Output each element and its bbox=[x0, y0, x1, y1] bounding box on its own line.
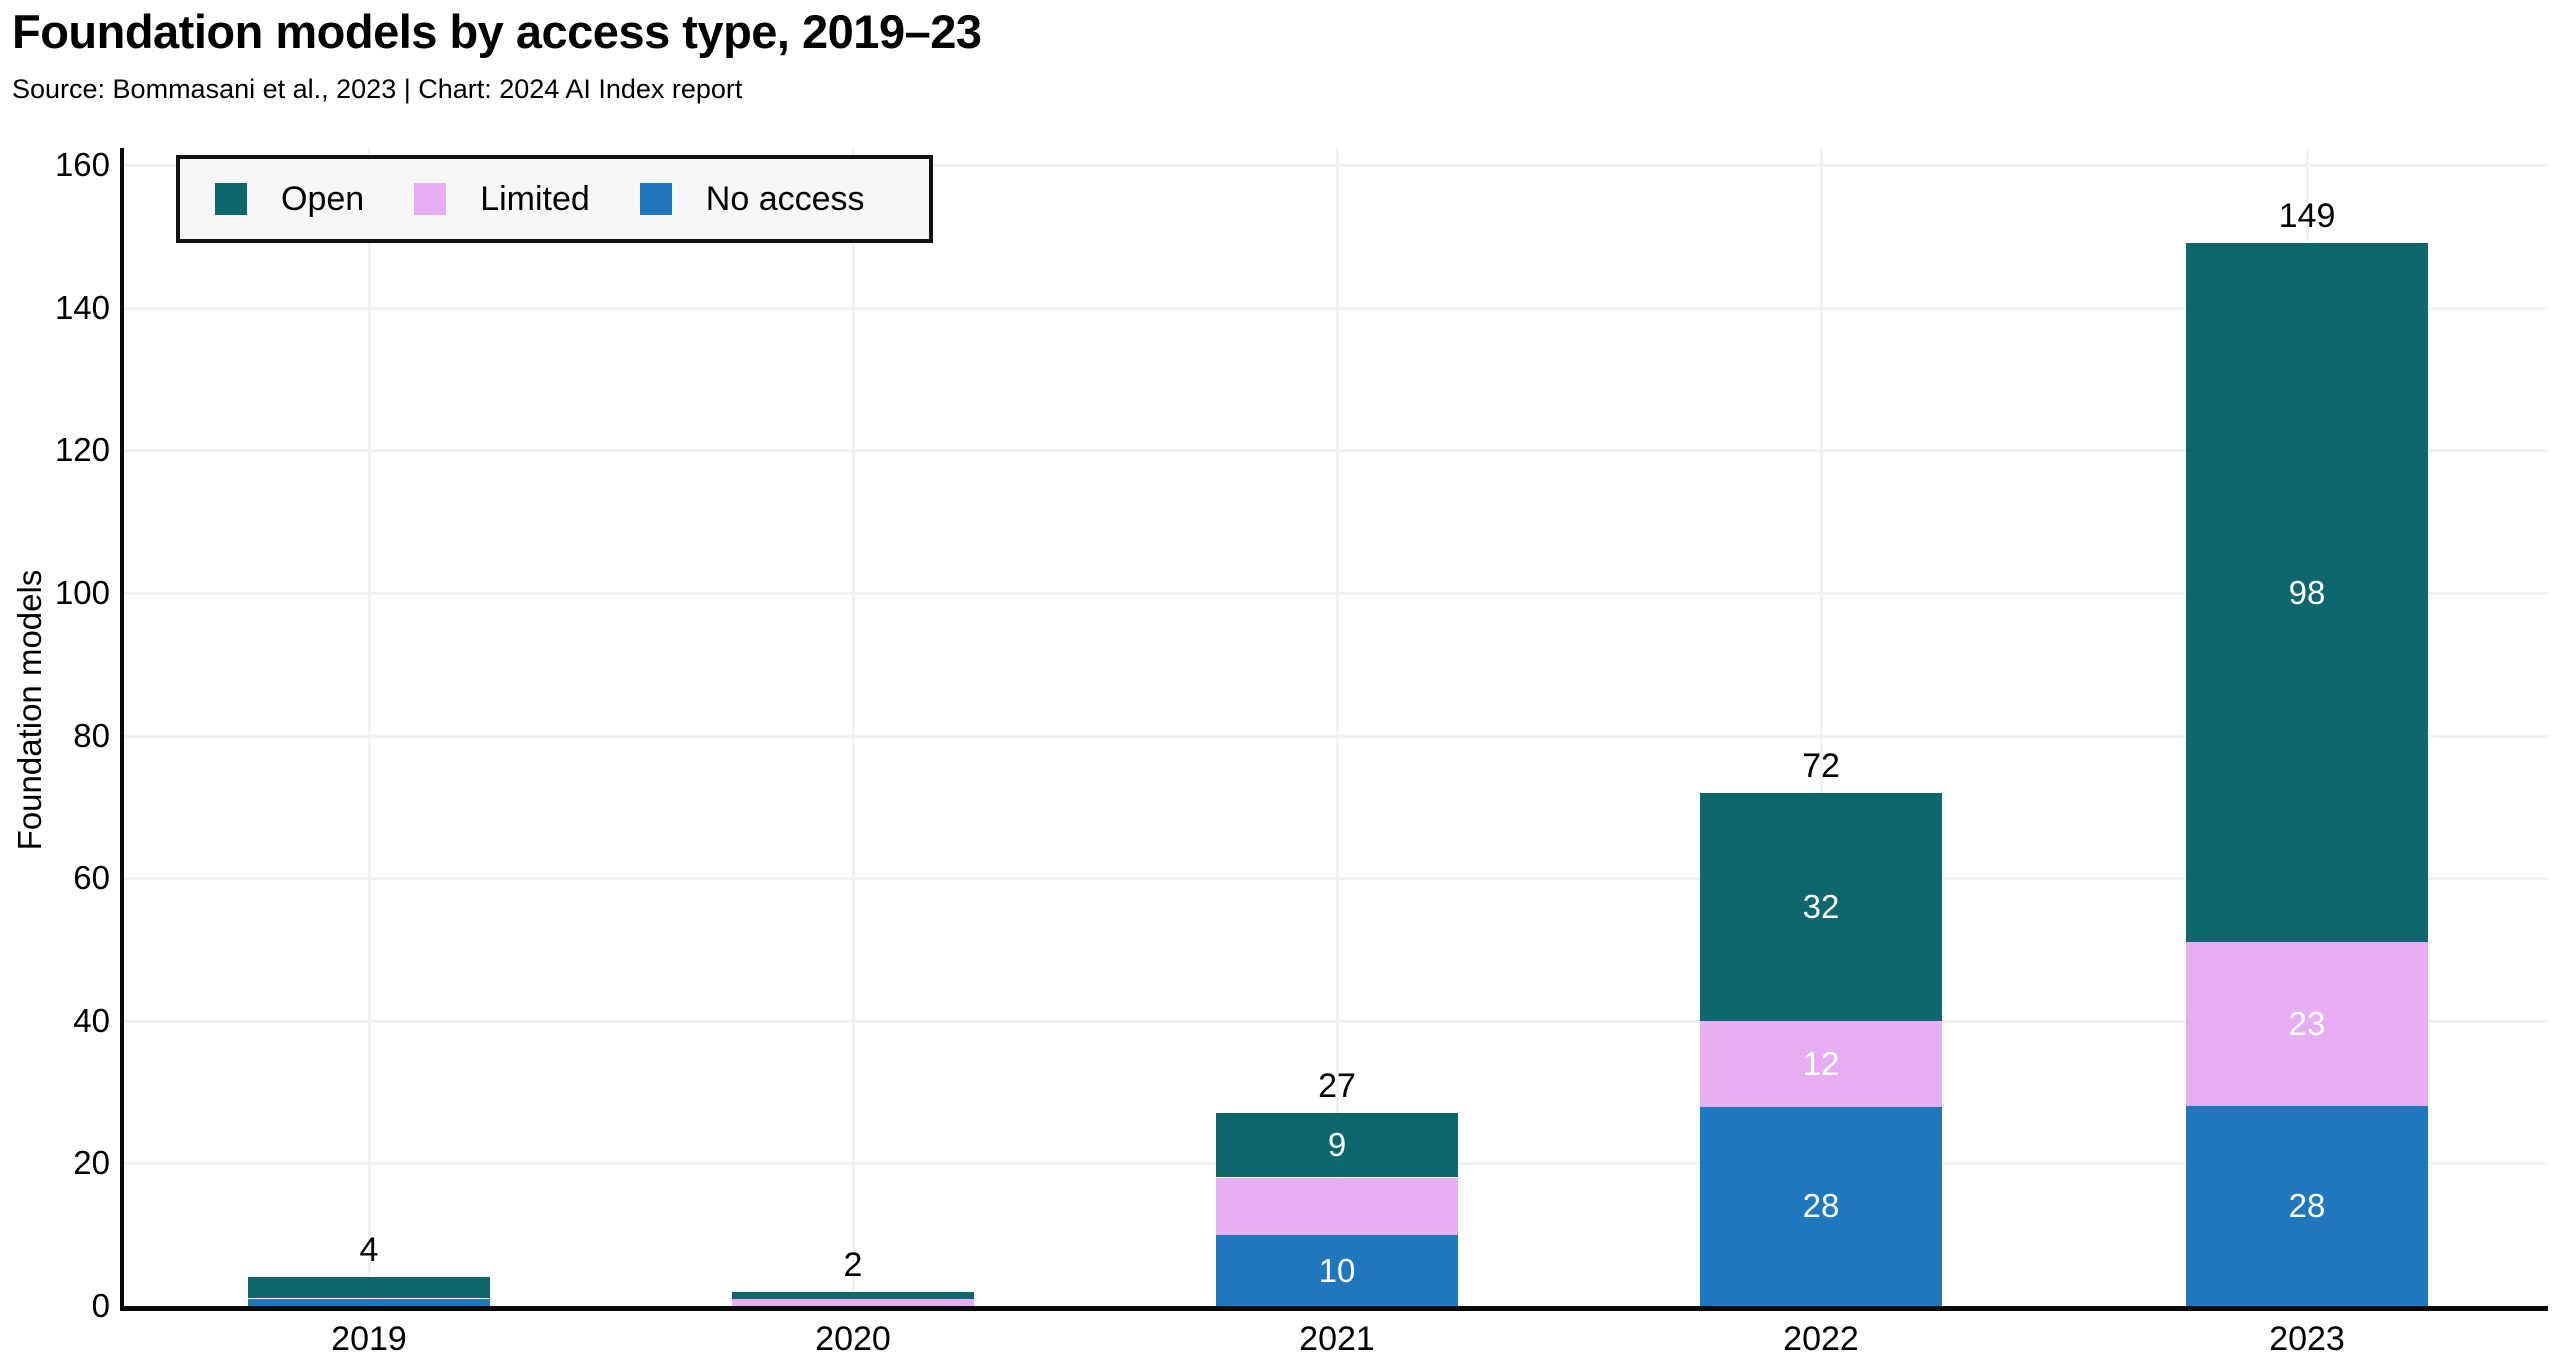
bar-segment-open-2022: 32 bbox=[1700, 793, 1942, 1021]
legend-item-no-access: No access bbox=[639, 179, 865, 219]
bar-segment-open-2023: 98 bbox=[2186, 243, 2428, 942]
bar-segment-limited-2023: 23 bbox=[2186, 942, 2428, 1106]
bar-segment-open-2020 bbox=[732, 1292, 974, 1299]
y-tick-label-100: 100 bbox=[54, 574, 110, 611]
no-access-swatch-icon bbox=[639, 183, 672, 215]
x-tick-label-2020: 2020 bbox=[815, 1320, 891, 1358]
y-axis-title: Foundation models bbox=[11, 569, 48, 851]
segment-label: 28 bbox=[1802, 1187, 1840, 1224]
bar-segment-limited-2022: 12 bbox=[1700, 1021, 1942, 1107]
y-tick-label-120: 120 bbox=[54, 431, 110, 468]
open-swatch-icon bbox=[215, 183, 247, 215]
x-tick-label-2022: 2022 bbox=[1783, 1320, 1859, 1358]
chart-title: Foundation models by access type, 2019–2… bbox=[12, 5, 982, 58]
legend-label-limited: Limited bbox=[480, 179, 590, 218]
bar-segment-limited-2020 bbox=[732, 1299, 974, 1306]
x-tick-label-2019: 2019 bbox=[331, 1320, 407, 1358]
legend-item-open: Open bbox=[215, 180, 364, 219]
bar-total-label-2021: 27 bbox=[1318, 1067, 1356, 1105]
gridline-v-2020 bbox=[852, 148, 855, 1306]
x-axis-spine bbox=[120, 1306, 2548, 1311]
y-tick-label-160: 160 bbox=[54, 146, 110, 183]
gridline-v-2021 bbox=[1336, 148, 1339, 1306]
limited-swatch-icon bbox=[414, 183, 447, 215]
y-tick-label-140: 140 bbox=[54, 289, 110, 326]
segment-label: 10 bbox=[1318, 1251, 1356, 1289]
segment-label: 28 bbox=[2288, 1187, 2326, 1224]
x-tick-label-2021: 2021 bbox=[1299, 1320, 1375, 1358]
bar-segment-no-access-2022: 28 bbox=[1700, 1106, 1942, 1306]
y-axis-spine bbox=[120, 148, 124, 1311]
y-tick-label-60: 60 bbox=[73, 859, 110, 896]
legend-label-no-access: No access bbox=[705, 179, 865, 218]
gridline-v-2019 bbox=[368, 148, 371, 1306]
gridline-v-2022 bbox=[1820, 148, 1823, 1306]
bar-total-label-2020: 2 bbox=[843, 1246, 863, 1284]
bar-segment-limited-2021 bbox=[1216, 1178, 1458, 1235]
chart-subtitle: Source: Bommasani et al., 2023 | Chart: … bbox=[12, 74, 743, 104]
segment-label: 23 bbox=[2288, 1005, 2326, 1042]
segment-label: 9 bbox=[1327, 1126, 1347, 1163]
legend: Open Limited No access bbox=[176, 155, 933, 243]
bar-total-label-2023: 149 bbox=[2278, 197, 2336, 235]
legend-item-limited: Limited bbox=[414, 180, 590, 219]
bar-segment-no-access-2019 bbox=[248, 1299, 490, 1306]
segment-label: 12 bbox=[1802, 1045, 1840, 1082]
y-tick-label-20: 20 bbox=[73, 1144, 110, 1181]
segment-label: 32 bbox=[1802, 888, 1840, 925]
bar-segment-open-2019 bbox=[248, 1277, 490, 1298]
y-tick-label-40: 40 bbox=[73, 1002, 110, 1039]
segment-label: 98 bbox=[2288, 573, 2326, 611]
x-tick-label-2023: 2023 bbox=[2269, 1320, 2345, 1358]
y-tick-label-80: 80 bbox=[73, 717, 110, 754]
bar-total-label-2022: 72 bbox=[1802, 747, 1840, 785]
bar-segment-open-2021: 9 bbox=[1216, 1113, 1458, 1177]
bar-segment-no-access-2021: 10 bbox=[1216, 1235, 1458, 1306]
y-tick-label-0: 0 bbox=[91, 1287, 110, 1324]
bar-segment-no-access-2023: 28 bbox=[2186, 1106, 2428, 1306]
legend-label-open: Open bbox=[281, 179, 365, 218]
bar-total-label-2019: 4 bbox=[359, 1231, 379, 1269]
